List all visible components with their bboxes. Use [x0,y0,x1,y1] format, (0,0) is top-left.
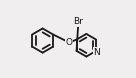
Text: O: O [66,38,73,47]
Text: N: N [93,48,100,57]
Text: Br: Br [74,17,84,26]
